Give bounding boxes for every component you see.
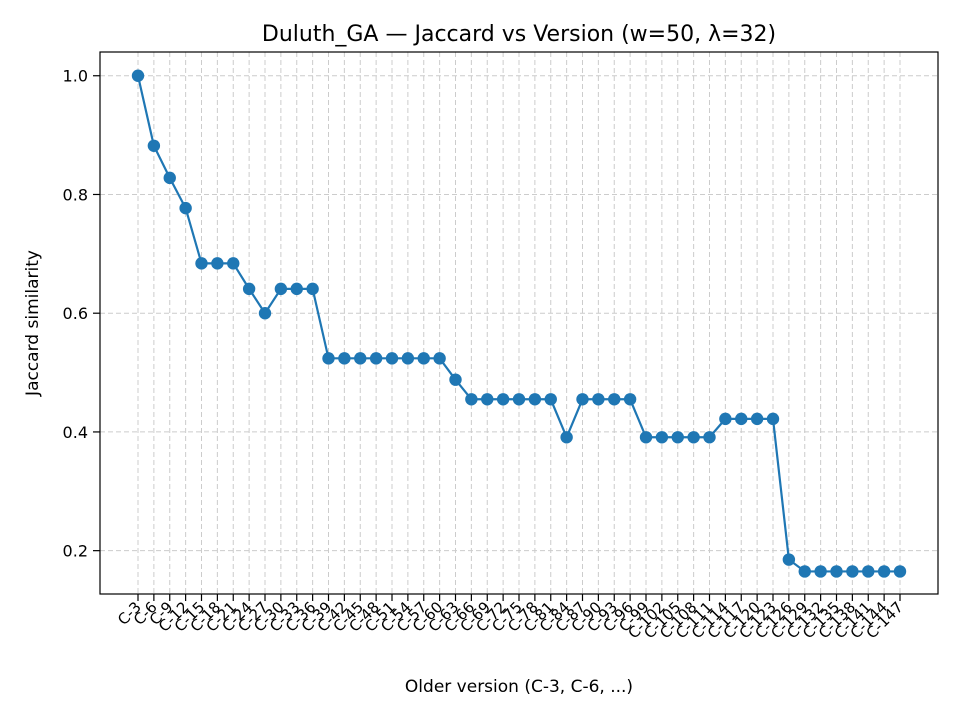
data-point [131,69,145,82]
data-point [687,431,700,444]
data-point [719,412,732,426]
data-point [147,139,161,152]
data-point [671,431,684,444]
data-point [433,352,446,365]
y-axis-label: Jaccard similarity [23,250,43,397]
data-point [862,565,875,578]
series-layer [131,69,907,578]
data-point [877,565,891,578]
data-point [338,352,351,365]
y-tick-label: 0.2 [63,542,88,561]
data-point [639,431,653,444]
data-point [322,352,335,365]
grid-lines [100,52,938,594]
data-point [417,352,430,365]
y-tick-label: 0.4 [63,423,88,442]
data-point [830,565,843,578]
data-point [401,352,415,365]
data-point [354,352,367,365]
data-point [306,282,319,296]
data-point [481,393,494,406]
data-point [385,352,399,365]
data-point [449,373,462,386]
data-point [163,171,176,185]
data-point [782,553,796,566]
data-point [893,565,907,578]
data-point [766,412,780,426]
data-point [258,307,272,320]
x-axis-label: Older version (C-3, C-6, ...) [405,677,633,697]
chart-title: Duluth_GA — Jaccard vs Version (w=50, λ=… [262,22,776,47]
data-point [544,393,557,406]
data-point [623,393,637,406]
data-point [512,393,526,406]
data-point [592,393,605,406]
y-tick-label: 1.0 [63,67,88,86]
data-point [227,257,240,270]
data-point [798,565,811,578]
y-tick-label: 0.6 [63,304,88,323]
data-point [576,393,589,406]
data-point [290,282,303,296]
data-point [655,431,669,444]
data-point [814,565,827,578]
data-point [369,352,383,365]
data-point [496,393,510,406]
data-point [195,257,208,270]
data-point [274,282,288,296]
data-point [211,257,224,270]
data-point [179,201,192,215]
data-point [465,393,478,406]
data-point [608,393,621,406]
data-point [560,431,573,444]
data-point [846,565,859,578]
y-tick-label: 0.8 [63,185,88,204]
data-point [242,282,256,296]
data-point [703,431,716,444]
data-point [735,412,748,426]
data-point [750,412,764,426]
data-point [528,393,542,406]
